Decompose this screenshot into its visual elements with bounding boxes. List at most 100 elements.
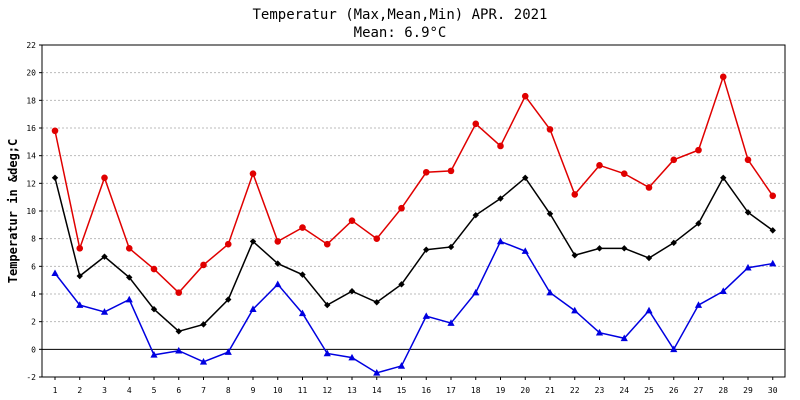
- point-max-day-22: [571, 191, 579, 198]
- point-mean-day-7: [200, 321, 207, 328]
- x-tick-label-12: 12: [322, 386, 332, 395]
- grid-lines: [42, 44, 785, 378]
- point-min-day-11: [298, 309, 307, 317]
- point-max-day-13: [348, 217, 356, 224]
- point-max-day-7: [200, 261, 207, 269]
- point-max-day-20: [521, 92, 529, 100]
- point-min-day-22: [571, 306, 579, 314]
- y-tick-label-10: 10: [26, 207, 36, 216]
- point-max-day-17: [447, 167, 455, 175]
- y-tick-label-16: 16: [26, 124, 36, 133]
- point-min-day-24: [620, 334, 628, 342]
- point-mean-day-2: [76, 272, 83, 280]
- series-line-mean: [54, 176, 774, 333]
- point-min-day-4: [125, 295, 133, 303]
- chart-subtitle: Mean: 6.9°C: [354, 25, 447, 41]
- x-tick-label-8: 8: [226, 386, 231, 395]
- y-tick-label-18: 18: [26, 96, 36, 105]
- point-min-day-9: [249, 305, 257, 313]
- point-mean-day-26: [670, 239, 677, 247]
- x-tick-label-6: 6: [176, 386, 181, 395]
- series-line-min: [54, 240, 773, 374]
- point-mean-day-22: [571, 252, 578, 259]
- point-mean-day-24: [621, 245, 628, 252]
- point-min-day-12: [323, 349, 331, 357]
- point-mean-day-29: [744, 209, 752, 216]
- point-min-day-21: [546, 288, 554, 296]
- point-mean-day-21: [546, 210, 554, 217]
- point-max-day-1: [51, 127, 59, 135]
- point-min-day-27: [694, 301, 703, 308]
- x-tick-label-25: 25: [644, 386, 654, 395]
- point-mean-day-12: [324, 301, 331, 309]
- point-max-day-6: [175, 289, 183, 296]
- point-mean-day-17: [447, 243, 455, 251]
- point-mean-day-16: [423, 246, 430, 253]
- x-tick-label-29: 29: [743, 386, 753, 395]
- point-max-day-19: [497, 142, 504, 150]
- x-tick-label-13: 13: [347, 386, 357, 395]
- point-min-day-7: [199, 357, 208, 365]
- point-max-day-15: [398, 204, 405, 212]
- point-max-day-23: [596, 162, 603, 169]
- point-mean-day-8: [225, 296, 232, 303]
- point-max-day-5: [150, 265, 158, 273]
- x-tick-label-4: 4: [127, 386, 132, 395]
- x-tick-label-21: 21: [545, 386, 555, 395]
- point-min-day-3: [100, 308, 109, 315]
- point-min-day-17: [447, 319, 455, 326]
- point-mean-day-19: [497, 195, 504, 202]
- point-mean-day-28: [720, 174, 727, 181]
- point-min-day-8: [224, 348, 232, 355]
- point-mean-day-13: [348, 288, 356, 295]
- x-tick-label-20: 20: [520, 386, 530, 395]
- point-mean-day-27: [695, 220, 702, 227]
- x-tick-label-16: 16: [421, 386, 431, 395]
- point-mean-day-25: [645, 254, 653, 262]
- x-tick-label-1: 1: [53, 386, 58, 395]
- axes: [39, 44, 786, 380]
- point-mean-day-9: [249, 238, 257, 245]
- point-min-day-10: [274, 280, 282, 288]
- point-mean-day-4: [126, 274, 133, 281]
- y-tick-label--2: -2: [26, 373, 36, 382]
- x-tick-label-14: 14: [372, 386, 382, 395]
- point-max-day-12: [323, 240, 331, 248]
- y-tick-label-4: 4: [31, 290, 36, 299]
- point-mean-day-30: [769, 227, 776, 234]
- y-tick-label-0: 0: [31, 345, 36, 354]
- point-min-day-1: [51, 269, 59, 277]
- point-max-day-27: [695, 146, 702, 154]
- x-tick-label-10: 10: [273, 386, 283, 395]
- point-max-day-30: [769, 192, 777, 200]
- y-tick-label-2: 2: [31, 318, 36, 327]
- point-max-day-28: [719, 73, 727, 81]
- point-min-day-29: [744, 263, 752, 271]
- point-min-day-23: [595, 328, 604, 336]
- point-mean-day-23: [596, 245, 603, 252]
- point-max-day-4: [125, 245, 133, 252]
- point-max-day-9: [249, 170, 257, 177]
- x-tick-label-28: 28: [718, 386, 728, 395]
- chart-title: Temperatur (Max,Mean,Min) APR. 2021: [252, 7, 547, 23]
- point-mean-day-1: [51, 174, 59, 181]
- x-tick-label-15: 15: [397, 386, 407, 395]
- point-max-day-29: [744, 156, 752, 164]
- x-tick-label-27: 27: [694, 386, 704, 395]
- point-min-day-15: [397, 362, 406, 369]
- point-min-day-2: [76, 301, 84, 308]
- x-tick-label-9: 9: [251, 386, 256, 395]
- point-min-day-13: [348, 353, 356, 361]
- y-tick-label-20: 20: [26, 69, 36, 78]
- x-tick-label-26: 26: [669, 386, 679, 395]
- point-mean-day-6: [175, 328, 182, 335]
- series-line-max: [54, 74, 774, 294]
- y-tick-label-8: 8: [31, 235, 36, 244]
- x-tick-label-17: 17: [446, 386, 456, 395]
- y-axis-label: Temperatur in &deg;C: [6, 139, 20, 284]
- x-tick-label-3: 3: [102, 386, 107, 395]
- point-max-day-3: [101, 174, 108, 182]
- point-mean-day-3: [101, 253, 108, 260]
